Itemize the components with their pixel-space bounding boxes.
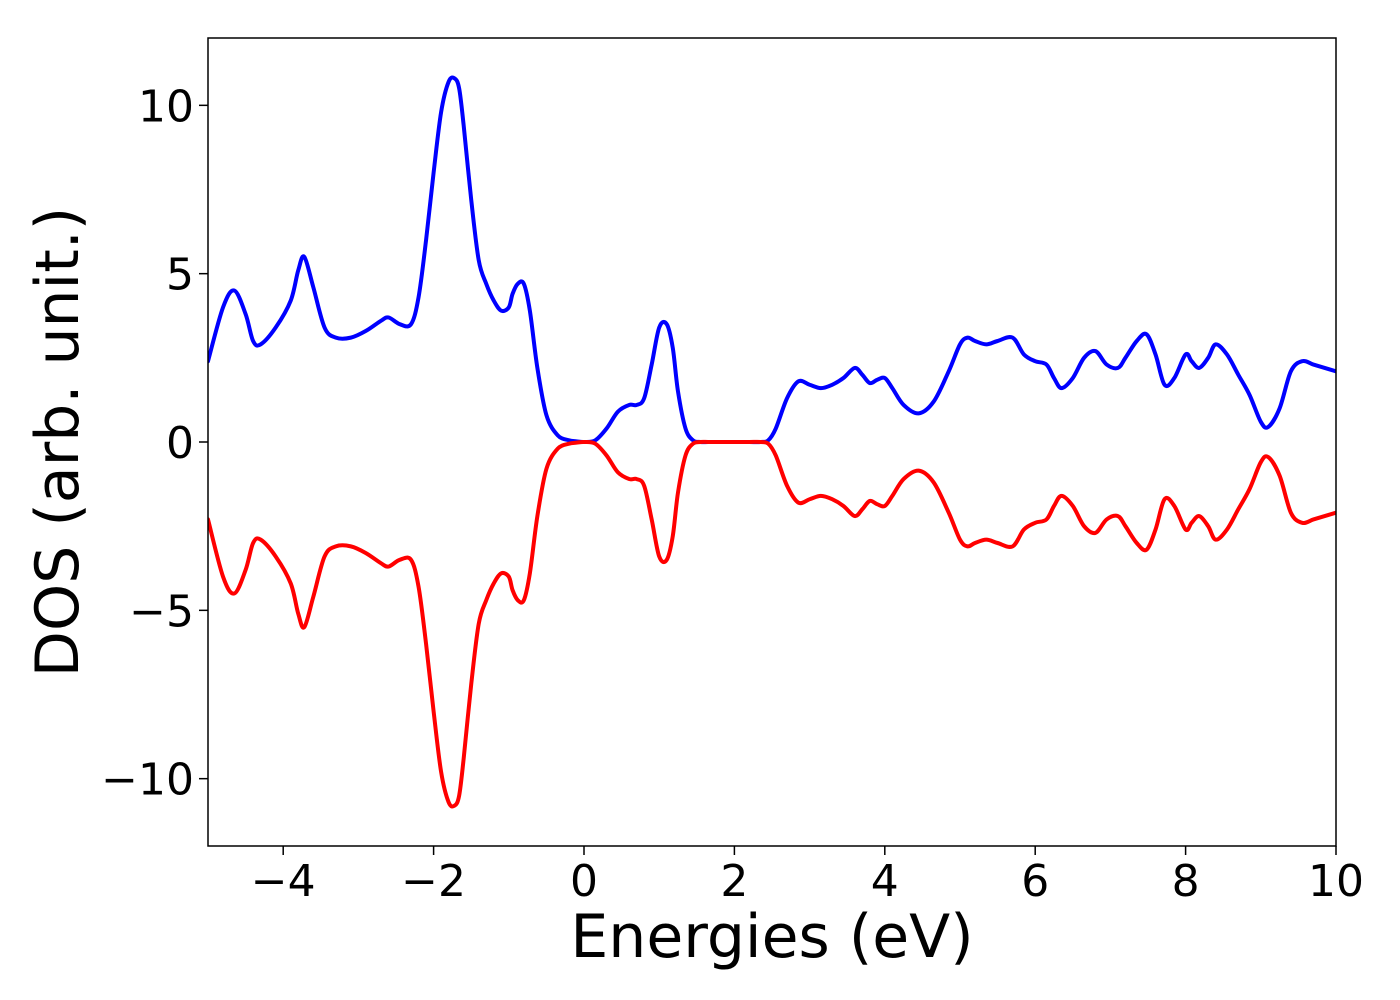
y-axis-title: DOS (arb. unit.) xyxy=(23,207,93,677)
x-tick-label: 4 xyxy=(871,856,899,907)
x-tick-label: 0 xyxy=(570,856,598,907)
y-axis: −10 −5 0 5 10 xyxy=(101,81,208,806)
x-axis: −4 −2 0 2 4 6 8 10 xyxy=(251,846,1364,907)
x-tick-label: −4 xyxy=(251,856,316,907)
y-tick-label: −5 xyxy=(129,586,194,637)
dos-spin-up-line xyxy=(208,75,1336,445)
x-tick-label: −2 xyxy=(401,856,466,907)
y-tick-label: 10 xyxy=(138,81,194,132)
y-tick-label: −10 xyxy=(101,755,194,806)
x-tick-label: 8 xyxy=(1172,856,1200,907)
dos-spin-down-line xyxy=(208,439,1336,809)
y-tick-label: 0 xyxy=(166,418,194,469)
x-tick-label: 6 xyxy=(1021,856,1049,907)
plot-frame xyxy=(207,37,1337,847)
series-layer xyxy=(208,75,1336,809)
y-tick-label: 5 xyxy=(166,250,194,301)
x-tick-label: 2 xyxy=(720,856,748,907)
x-axis-title: Energies (eV) xyxy=(570,902,973,972)
x-tick-label: 10 xyxy=(1308,856,1364,907)
